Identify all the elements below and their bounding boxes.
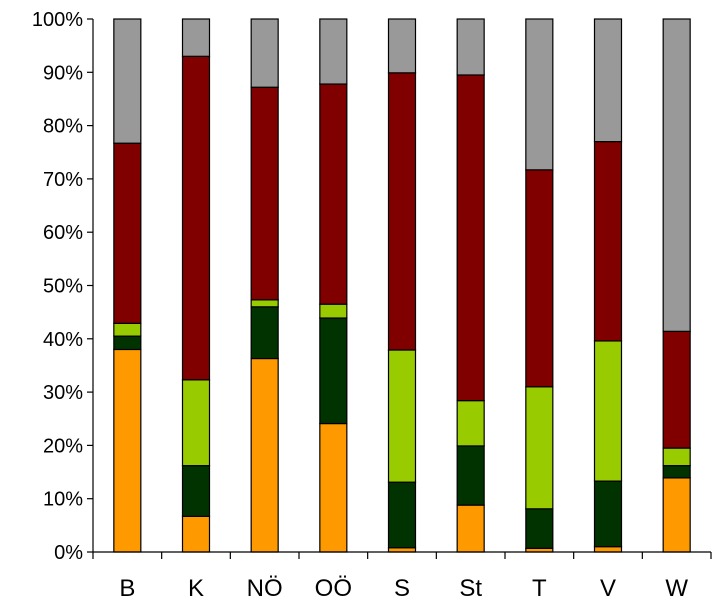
- bar-segment-V-5: [593, 18, 623, 143]
- bar-segment-NÖ-4: [250, 86, 279, 301]
- y-tick-label: 90%: [43, 62, 83, 84]
- bar-segment-St-1: [456, 504, 485, 553]
- bar-segment-OÖ-4: [319, 83, 348, 305]
- bar-segment-W-4: [662, 330, 691, 449]
- bar-segment-OÖ-5: [319, 18, 348, 85]
- bar-segment-St-4: [456, 74, 485, 402]
- axes-group: [87, 18, 712, 559]
- bar-segment-S-5: [387, 18, 417, 74]
- y-tick-label: 100%: [32, 9, 83, 31]
- y-tick-label: 70%: [43, 169, 83, 191]
- bar-segment-K-3: [181, 379, 211, 467]
- x-category-label-S: S: [394, 575, 410, 602]
- bar-segment-K-4: [181, 55, 211, 381]
- x-category-label-OÖ: OÖ: [315, 575, 352, 602]
- bar-segment-W-2: [662, 465, 691, 479]
- y-tick-label: 80%: [43, 116, 83, 138]
- bar-segment-St-5: [456, 18, 485, 76]
- x-category-label-NÖ: NÖ: [247, 575, 283, 602]
- bar-segment-T-5: [525, 18, 554, 171]
- bar-segment-V-4: [593, 140, 623, 342]
- bar-segment-T-4: [525, 169, 554, 388]
- bar-segment-S-4: [387, 72, 417, 351]
- bar-segment-W-3: [662, 447, 691, 467]
- labels-group: 0% 10% 20% 30% 40% 50% 60% 70% 80% 90% 100% B K NÖ OÖ S…: [32, 9, 688, 602]
- x-category-label-V: V: [600, 575, 616, 602]
- y-tick-label: 60%: [43, 222, 83, 244]
- bar-segment-OÖ-3: [319, 303, 348, 319]
- y-tick-label: 30%: [43, 382, 83, 404]
- x-category-label-St: St: [459, 575, 482, 602]
- bar-segment-NÖ-5: [250, 18, 279, 88]
- bars-group: [113, 18, 691, 553]
- bar-segment-B-2: [113, 335, 142, 351]
- y-tick-label: 0%: [54, 542, 83, 564]
- bar-segment-S-2: [387, 481, 417, 549]
- bar-segment-K-2: [181, 465, 211, 517]
- bar-segment-B-5: [113, 18, 142, 144]
- bar-segment-B-3: [113, 322, 142, 337]
- y-tick-label: 40%: [43, 329, 83, 351]
- bar-segment-OÖ-1: [319, 422, 348, 553]
- y-tick-label: 50%: [43, 276, 83, 298]
- x-category-label-T: T: [532, 575, 547, 602]
- x-category-label-K: K: [188, 575, 204, 602]
- bar-segment-S-3: [387, 349, 417, 483]
- bar-segment-S-1: [387, 547, 417, 553]
- bar-segment-V-1: [593, 546, 623, 553]
- bar-segment-V-2: [593, 480, 623, 548]
- bar-segment-St-2: [456, 445, 485, 506]
- bar-segment-NÖ-1: [250, 357, 279, 553]
- bar-segment-V-3: [593, 340, 623, 482]
- bar-segment-NÖ-2: [250, 306, 279, 360]
- y-tick-label: 10%: [43, 489, 83, 511]
- bar-segment-B-1: [113, 348, 142, 553]
- x-category-label-W: W: [665, 575, 688, 602]
- bar-segment-NÖ-3: [250, 299, 279, 308]
- bar-segment-W-1: [662, 477, 691, 553]
- bar-segment-K-5: [181, 18, 211, 57]
- bar-segment-OÖ-2: [319, 317, 348, 425]
- bar-segment-W-5: [662, 18, 691, 332]
- bar-segment-T-3: [525, 386, 554, 510]
- bar-segment-B-4: [113, 142, 142, 324]
- y-tick-label: 20%: [43, 435, 83, 457]
- bar-segment-T-2: [525, 508, 554, 549]
- x-category-label-B: B: [119, 575, 135, 602]
- bar-segment-St-3: [456, 400, 485, 447]
- bar-segment-K-1: [181, 515, 211, 553]
